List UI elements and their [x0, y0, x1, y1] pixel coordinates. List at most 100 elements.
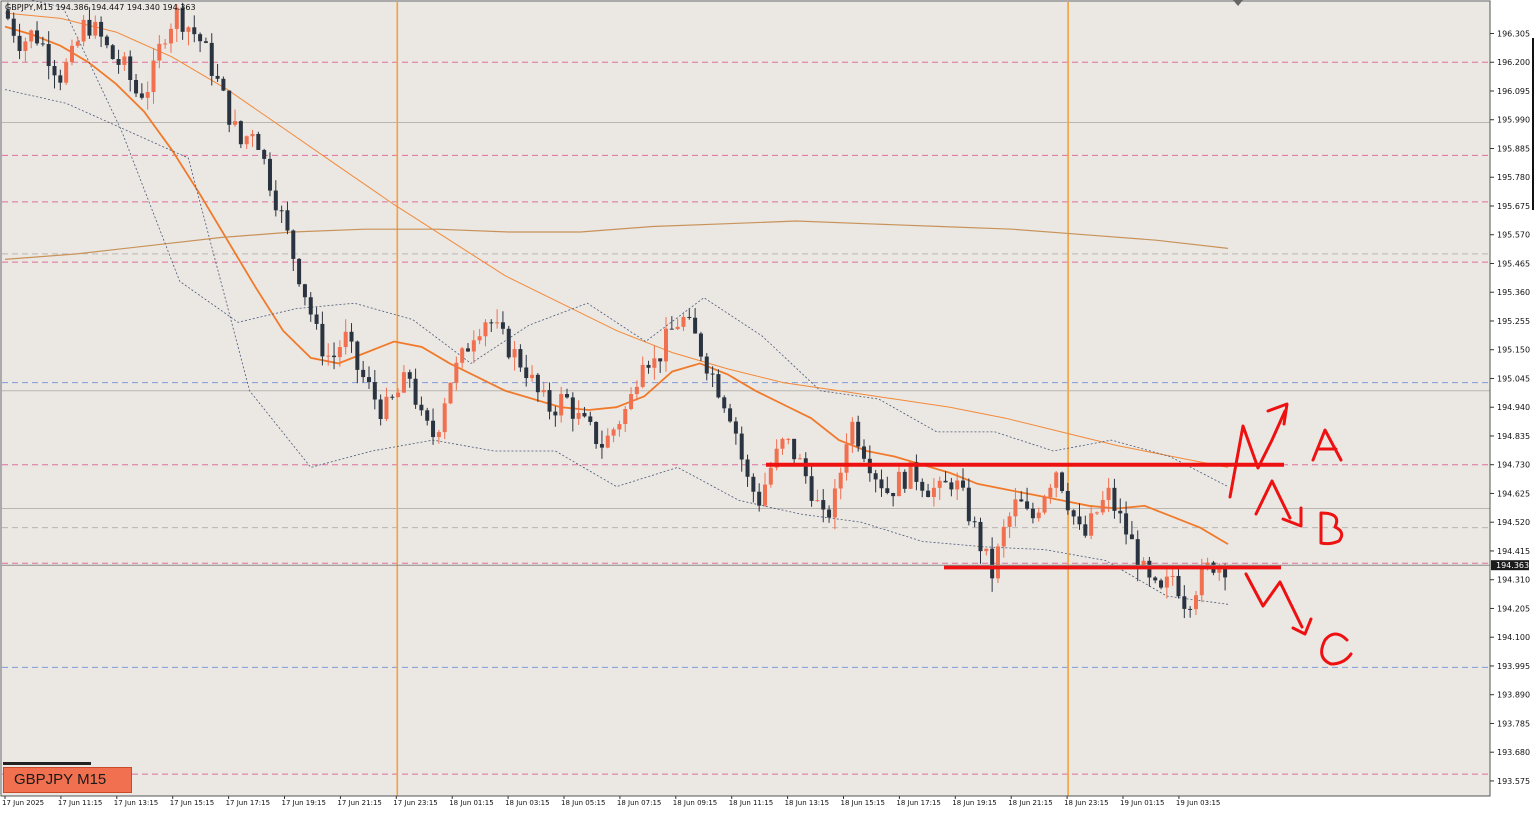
- candle-body: [821, 500, 826, 510]
- candle-body: [1054, 472, 1059, 488]
- candle-body: [1013, 499, 1018, 517]
- candle-body: [570, 397, 575, 419]
- candle-body: [46, 44, 51, 67]
- candle-body: [442, 403, 447, 433]
- label-a-icon: [1311, 428, 1343, 462]
- candle-body: [29, 30, 34, 42]
- candle-body: [1112, 487, 1117, 511]
- candle-body: [81, 19, 86, 42]
- candle-body: [815, 500, 820, 502]
- price-tick-label: 195.150: [1497, 346, 1530, 355]
- candle-body: [920, 481, 925, 491]
- candle-body: [582, 412, 587, 417]
- candle-body: [611, 429, 616, 436]
- candle-body: [879, 479, 884, 489]
- candle-body: [99, 21, 104, 37]
- indicator-ma_slow: [4, 220, 1229, 260]
- time-tick-label: 17 Jun 13:15: [114, 799, 158, 807]
- candle-body: [104, 36, 109, 46]
- candle-body: [757, 491, 762, 506]
- candle-body: [902, 471, 907, 489]
- horizontal-scrollbar[interactable]: [724, 813, 798, 817]
- candle-body: [955, 480, 960, 490]
- time-tick-label: 17 Jun 15:15: [170, 799, 214, 807]
- chart-header: GBPJPY,M15 194.386 194.447 194.340 194.3…: [5, 3, 196, 12]
- candle-body: [594, 421, 599, 444]
- candle-body: [1141, 560, 1146, 568]
- chart-frame: [0, 0, 1491, 797]
- candle-body: [198, 34, 203, 42]
- candle-body: [774, 448, 779, 468]
- arrow-b-head-icon: [1281, 506, 1303, 528]
- candle-body: [978, 521, 983, 552]
- candle-body: [559, 394, 564, 416]
- time-tick-label: 18 Jun 03:15: [505, 799, 549, 807]
- candle-body: [1036, 512, 1041, 519]
- candle-body: [856, 421, 861, 447]
- symbol-underline: [3, 762, 91, 765]
- indicator-ma_fast: [4, 25, 1229, 545]
- candle-body: [530, 374, 535, 379]
- candle-body: [873, 473, 878, 480]
- time-tick-label: 18 Jun 15:15: [841, 799, 885, 807]
- candle-body: [151, 60, 156, 93]
- time-tick-label: 17 Jun 17:15: [226, 799, 270, 807]
- candle-body: [704, 356, 709, 374]
- label-c-icon: [1320, 632, 1353, 666]
- label-b-icon: [1319, 511, 1344, 546]
- candle-body: [361, 369, 366, 378]
- candle-body: [675, 326, 680, 330]
- plot-area: [2, 2, 1490, 796]
- indicator-bollinger_lower: [4, 89, 1229, 605]
- candle-body: [17, 35, 22, 51]
- candle-body: [180, 7, 185, 32]
- candle-body: [995, 546, 1000, 579]
- candle-body: [366, 377, 371, 383]
- candle-body: [658, 358, 663, 362]
- candle-body: [506, 328, 511, 358]
- candle-body: [1089, 513, 1094, 536]
- price-tick-label: 195.255: [1497, 317, 1530, 326]
- candle-body: [1205, 562, 1210, 567]
- candle-body: [1217, 566, 1222, 573]
- candle-body: [687, 316, 692, 318]
- arrow-a-icon: [1228, 409, 1287, 499]
- time-tick-label: 18 Jun 11:15: [729, 799, 773, 807]
- candle-body: [1106, 487, 1111, 500]
- candle-body: [943, 480, 948, 483]
- candle-body: [134, 79, 139, 94]
- time-tick-label: 18 Jun 17:15: [896, 799, 940, 807]
- candle-body: [797, 458, 802, 460]
- candle-body: [1118, 510, 1123, 514]
- candle-body: [844, 444, 849, 473]
- candle-body: [926, 490, 931, 497]
- candle-body: [483, 322, 488, 337]
- candle-body: [233, 121, 238, 125]
- candle-body: [64, 62, 69, 83]
- candle-body: [716, 374, 721, 398]
- candle-body: [52, 66, 57, 76]
- time-axis: 17 Jun 2025 17 Jun 11:15 17 Jun 13:15 17 Ju…: [2, 796, 1220, 807]
- candle-body: [931, 487, 936, 497]
- time-tick-label: 17 Jun 11:15: [58, 799, 102, 807]
- candle-body: [1042, 497, 1047, 513]
- price-tick-label: 194.835: [1497, 432, 1530, 441]
- candle-body: [990, 548, 995, 579]
- candle-body: [1188, 608, 1193, 610]
- candle-body: [436, 432, 441, 438]
- candle-body: [1124, 513, 1129, 535]
- candle-body: [733, 421, 738, 434]
- candle-body: [640, 364, 645, 387]
- scroll-marker-icon[interactable]: [1233, 0, 1243, 6]
- candle-body: [710, 373, 715, 375]
- candle-body: [215, 75, 220, 79]
- candle-body: [681, 316, 686, 327]
- time-tick-label: 19 Jun 01:15: [1120, 799, 1164, 807]
- candle-body: [896, 471, 901, 497]
- time-tick-label: 18 Jun 19:15: [952, 799, 996, 807]
- candle-body: [87, 19, 92, 36]
- price-tick-label: 195.675: [1497, 202, 1530, 211]
- candle-body: [349, 331, 354, 342]
